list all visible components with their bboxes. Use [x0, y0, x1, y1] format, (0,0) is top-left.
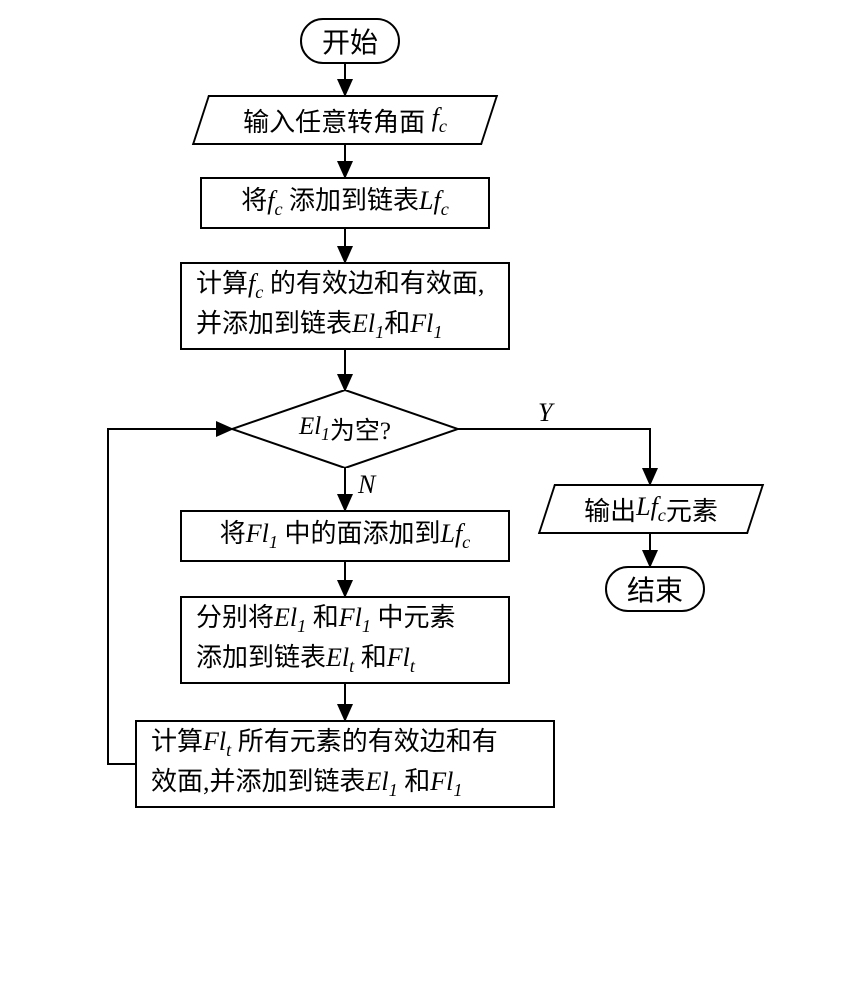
process-copy-to-t: 分别将El1 和Fl1 中元素 添加到链表Elt 和Flt [180, 596, 510, 684]
p4-line2: 添加到链表Elt 和Flt [196, 640, 415, 680]
process-compute-flt: 计算Flt 所有元素的有效边和有 效面,并添加到链表El1 和Fl1 [135, 720, 555, 808]
input-io: 输入任意转角面 fc [200, 95, 490, 145]
start-terminal: 开始 [300, 18, 400, 64]
input-text-prefix: 输入任意转角面 [243, 102, 425, 139]
dec-var: El1 [299, 413, 330, 445]
input-var: fc [425, 103, 447, 137]
p5-line1: 计算Flt 所有元素的有效边和有 [151, 724, 498, 764]
process-add-fc: 将fc 添加到链表Lfc [200, 177, 490, 229]
end-terminal: 结束 [605, 566, 705, 612]
process-compute-effective: 计算fc 的有效边和有效面, 并添加到链表El1和Fl1 [180, 262, 510, 350]
output-var: Lfc [636, 492, 666, 526]
output-suffix: 元素 [666, 491, 718, 528]
start-label: 开始 [322, 21, 378, 61]
dec-suffix: 为空? [330, 411, 391, 447]
process-add-fl-to-lfc: 将Fl1 中的面添加到Lfc [180, 510, 510, 562]
p2-line1: 计算fc 的有效边和有效面, [196, 266, 484, 306]
output-prefix: 输出 [584, 491, 636, 528]
end-label: 结束 [627, 569, 683, 609]
p4-line1: 分别将El1 和Fl1 中元素 [196, 600, 455, 640]
p3-text: 将Fl1 中的面添加到Lfc [220, 516, 471, 556]
label-yes: Y [538, 398, 552, 428]
output-io: 输出 Lfc 元素 [546, 484, 756, 534]
label-no: N [358, 470, 375, 500]
decision-el-empty: El1 为空? [232, 390, 458, 468]
p5-line2: 效面,并添加到链表El1 和Fl1 [151, 764, 462, 804]
p1-text: 将fc 添加到链表Lfc [241, 183, 449, 223]
p2-line2: 并添加到链表El1和Fl1 [196, 306, 442, 346]
